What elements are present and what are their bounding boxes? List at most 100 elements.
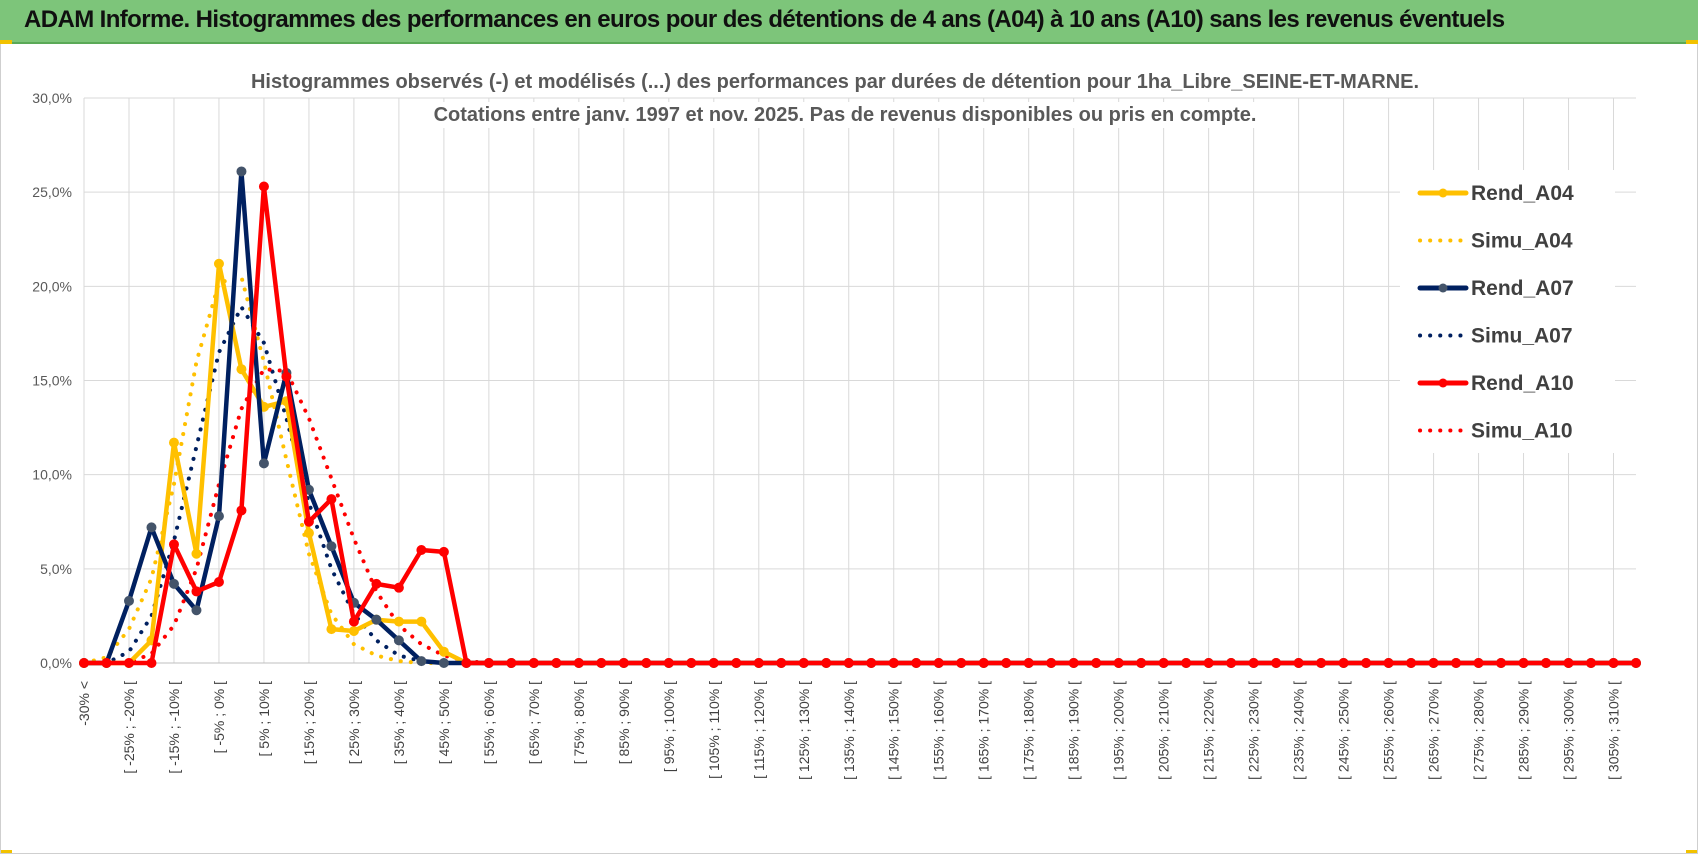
data-point-rend_a10 <box>1541 658 1552 668</box>
report-title: ADAM Informe. Histogrammes des performan… <box>24 6 1505 33</box>
x-tick-label: [ 195% ; 200% [ <box>1111 681 1127 780</box>
data-point-rend_a10 <box>101 658 112 668</box>
x-axis: -30% < [ -25% ; -20% [[ -15% ; -10% [[ -5… <box>76 662 1636 780</box>
data-point-rend_a10 <box>1023 658 1034 668</box>
data-point-rend_a10 <box>618 658 629 668</box>
x-tick-label: [ 165% ; 170% [ <box>976 681 992 780</box>
data-point-rend_a10 <box>1046 658 1057 668</box>
data-point-rend_a10 <box>596 658 607 668</box>
y-tick-label: 15,0% <box>32 373 72 389</box>
legend-label-simu_a07: Simu_A07 <box>1471 325 1573 348</box>
data-point-rend_a04 <box>393 616 404 627</box>
data-point-rend_a10 <box>1226 658 1237 668</box>
legend-label-simu_a10: Simu_A10 <box>1471 420 1573 443</box>
data-point-rend_a10 <box>686 658 697 668</box>
data-point-rend_a10 <box>1473 658 1484 668</box>
data-point-rend_a10 <box>911 658 922 668</box>
data-point-rend_a10 <box>79 658 89 668</box>
y-tick-label: 30,0% <box>32 90 72 106</box>
x-tick-label: [ 265% ; 270% [ <box>1426 681 1442 780</box>
series-line-simu_a07 <box>82 305 1638 665</box>
x-tick-label: [ 145% ; 150% [ <box>886 681 902 780</box>
data-point-rend_a04 <box>303 528 314 539</box>
data-point-rend_a10 <box>371 578 382 589</box>
legend-label-simu_a04: Simu_A04 <box>1471 230 1573 253</box>
data-point-rend_a10 <box>393 582 404 593</box>
x-tick-label: [ 215% ; 220% [ <box>1201 681 1217 780</box>
data-point-rend_a04 <box>191 548 202 559</box>
data-point-rend_a07 <box>438 658 449 668</box>
data-point-rend_a10 <box>1406 658 1417 668</box>
y-tick-label: 10,0% <box>32 467 72 483</box>
x-tick-label: [ 175% ; 180% [ <box>1021 681 1037 780</box>
data-point-rend_a10 <box>281 371 292 382</box>
legend-label-rend_a04: Rend_A04 <box>1471 182 1574 205</box>
data-point-rend_a04 <box>236 364 247 375</box>
report-banner: ADAM Informe. Histogrammes des performan… <box>0 0 1698 44</box>
data-point-rend_a10 <box>528 658 539 668</box>
data-point-rend_a10 <box>168 539 179 550</box>
data-point-rend_a10 <box>1158 658 1169 668</box>
title-background <box>427 102 1263 128</box>
x-tick-label: [ 75% ; 80% [ <box>571 681 587 764</box>
x-tick-label: [ 95% ; 100% [ <box>661 681 677 772</box>
data-point-rend_a04 <box>213 258 224 269</box>
data-point-rend_a10 <box>1518 658 1529 668</box>
x-tick-label: [ 115% ; 120% [ <box>751 681 767 779</box>
title-background <box>244 69 1426 95</box>
series-line-rend_a10 <box>81 184 1639 666</box>
y-tick-label: 0,0% <box>40 655 72 671</box>
data-point-rend_a10 <box>821 658 832 668</box>
x-tick-label: [ 225% ; 230% [ <box>1246 681 1262 780</box>
data-point-rend_a10 <box>1271 658 1282 668</box>
x-tick-label: [ -5% ; 0% [ <box>211 681 227 753</box>
y-axis: 0,0% 5,0% 10,0% 15,0% 20,0% 25,0% 30,0% <box>32 90 72 671</box>
x-tick-label: [ 135% ; 140% [ <box>841 681 857 780</box>
chart-legend: Rend_A04 Simu_A04 Rend_A07 Simu_A07 Rend_A10… <box>1400 170 1615 453</box>
data-point-rend_a10 <box>348 616 359 627</box>
data-point-rend_a10 <box>1428 658 1439 668</box>
x-tick-label: [ 185% ; 190% [ <box>1066 681 1082 780</box>
data-point-rend_a10 <box>1113 658 1124 668</box>
data-point-rend_a10 <box>1091 658 1102 668</box>
data-point-rend_a10 <box>146 658 157 668</box>
y-tick-label: 20,0% <box>32 278 72 294</box>
legend-marker <box>1438 283 1448 293</box>
plot-area <box>79 166 1641 668</box>
data-point-rend_a10 <box>731 658 742 668</box>
x-tick-label: [ 295% ; 300% [ <box>1561 681 1577 780</box>
data-point-rend_a04 <box>326 624 337 635</box>
x-tick-label: [ 35% ; 40% [ <box>391 681 407 764</box>
x-tick-label: [ 65% ; 70% [ <box>526 681 542 764</box>
data-point-rend_a04 <box>416 616 427 627</box>
legend-label-rend_a10: Rend_A10 <box>1471 372 1574 395</box>
x-tick-label: [ 105% ; 110% [ <box>706 681 722 779</box>
data-point-rend_a07 <box>326 541 337 552</box>
legend-marker <box>1438 188 1448 198</box>
data-point-rend_a07 <box>371 614 382 625</box>
data-point-rend_a04 <box>438 646 449 657</box>
data-point-rend_a10 <box>1248 658 1259 668</box>
data-point-rend_a10 <box>1586 658 1597 668</box>
chart-title: Histogrammes observés (-) et modélisés (… <box>251 71 1419 93</box>
data-point-rend_a10 <box>933 658 944 668</box>
data-point-rend_a10 <box>1293 658 1304 668</box>
data-point-rend_a10 <box>1203 658 1214 668</box>
x-tick-label: [ 255% ; 260% [ <box>1381 681 1397 780</box>
data-point-rend_a10 <box>978 658 989 668</box>
data-point-rend_a10 <box>1451 658 1462 668</box>
x-tick-label: [ 55% ; 60% [ <box>481 681 497 764</box>
data-point-rend_a10 <box>1068 658 1079 668</box>
data-point-rend_a10 <box>1631 658 1641 668</box>
data-point-rend_a10 <box>641 658 652 668</box>
data-point-rend_a07 <box>123 595 134 606</box>
legend-background <box>1400 170 1615 453</box>
chart-subtitle: Cotations entre janv. 1997 et nov. 2025.… <box>434 104 1257 126</box>
data-point-rend_a10 <box>416 545 427 555</box>
x-tick-label: [ 25% ; 30% [ <box>346 681 362 764</box>
corner-marker-bottom-left <box>0 850 12 854</box>
data-point-rend_a07 <box>236 166 247 177</box>
data-point-rend_a07 <box>213 511 224 522</box>
